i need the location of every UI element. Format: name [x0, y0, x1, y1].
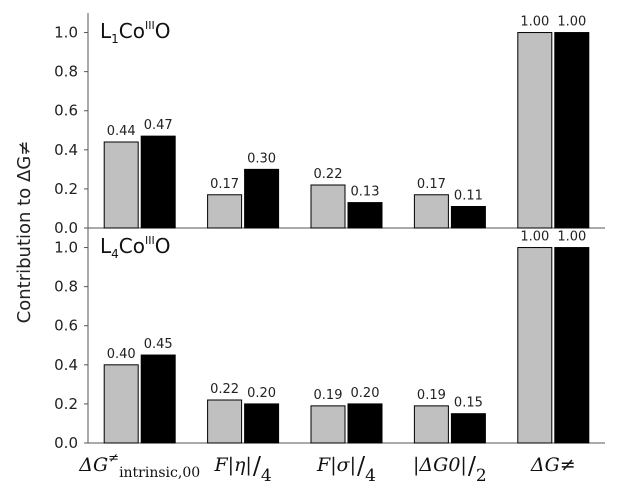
bar [310, 405, 346, 444]
y-tick-label: 0.4 [54, 356, 78, 374]
data-label: 0.15 [454, 396, 483, 411]
y-tick-label: 0.8 [54, 278, 78, 296]
bar [103, 364, 139, 444]
y-tick-label: 1.0 [54, 239, 78, 257]
y-tick-label: 0.0 [54, 219, 78, 237]
bar [554, 32, 590, 229]
data-label: 0.20 [351, 386, 380, 401]
bar [347, 403, 383, 444]
data-label: 0.17 [417, 177, 446, 192]
data-label: 0.19 [314, 388, 343, 403]
data-label: 0.19 [417, 388, 446, 403]
bar [450, 206, 486, 229]
y-tick-label: 0.0 [54, 434, 78, 452]
bar [244, 403, 280, 444]
data-label: 1.00 [520, 230, 549, 245]
bar [140, 354, 176, 444]
data-label: 0.40 [107, 347, 136, 362]
y-axis-label: Contribution to ΔG≠ [14, 141, 35, 324]
data-label: 0.22 [314, 167, 343, 182]
bar [413, 194, 449, 229]
category-label: F|σ|/4 [316, 452, 376, 486]
category-label: F|η|/4 [213, 452, 271, 486]
bar [450, 413, 486, 444]
bar [517, 32, 553, 229]
bar [554, 247, 590, 444]
data-label: 0.44 [107, 124, 136, 139]
data-label: 0.11 [454, 189, 483, 204]
y-tick-label: 0.6 [54, 317, 78, 335]
bar [310, 184, 346, 229]
y-tick-label: 0.4 [54, 141, 78, 159]
bar [413, 405, 449, 444]
panel-title: L4CoIIIO [100, 234, 170, 261]
data-label: 0.13 [351, 185, 380, 200]
data-label: 1.00 [557, 15, 586, 30]
data-label: 0.45 [144, 337, 173, 352]
category-label: ΔG≠ [530, 454, 576, 476]
bar [140, 135, 176, 229]
bar [517, 247, 553, 444]
data-label: 1.00 [520, 15, 549, 30]
y-tick-label: 0.6 [54, 102, 78, 120]
y-tick-label: 0.2 [54, 395, 78, 413]
y-tick-label: 0.2 [54, 180, 78, 198]
y-tick-label: 0.8 [54, 63, 78, 81]
data-label: 0.20 [247, 386, 276, 401]
data-label: 0.22 [210, 382, 239, 397]
bar [103, 141, 139, 229]
bar [347, 202, 383, 229]
y-tick-label: 1.0 [54, 24, 78, 42]
data-label: 0.30 [247, 151, 276, 166]
category-label: |ΔG0|/2 [413, 452, 487, 486]
data-label: 0.47 [144, 118, 173, 133]
category-label: ΔG≠intrinsic,00 [78, 451, 200, 481]
bar [244, 168, 280, 229]
data-label: 1.00 [557, 230, 586, 245]
bar [207, 399, 243, 444]
panel-title: L1CoIIIO [100, 19, 170, 46]
data-label: 0.17 [210, 177, 239, 192]
bar [207, 194, 243, 229]
